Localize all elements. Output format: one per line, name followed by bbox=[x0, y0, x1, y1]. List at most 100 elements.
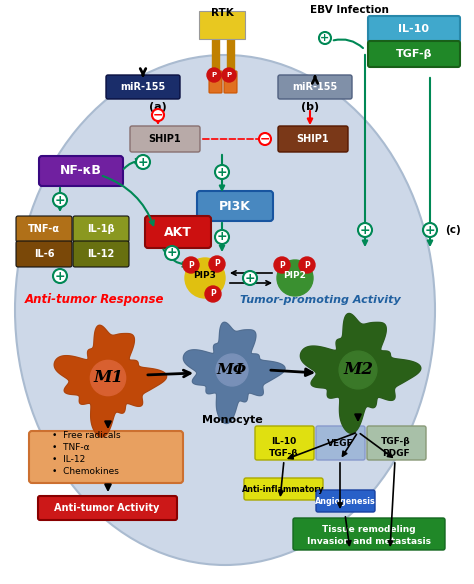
Text: •  Free radicals: • Free radicals bbox=[52, 432, 120, 440]
Polygon shape bbox=[54, 325, 167, 437]
Text: Invasion and metastasis: Invasion and metastasis bbox=[307, 537, 431, 547]
FancyBboxPatch shape bbox=[278, 75, 352, 99]
Text: Anti-inflammatory: Anti-inflammatory bbox=[242, 485, 324, 493]
Text: IL-10: IL-10 bbox=[272, 437, 297, 447]
Text: +: + bbox=[167, 246, 177, 259]
FancyBboxPatch shape bbox=[16, 241, 72, 267]
Text: P: P bbox=[214, 259, 220, 269]
Text: (b): (b) bbox=[301, 102, 319, 112]
Text: miR-155: miR-155 bbox=[120, 82, 165, 92]
FancyArrowPatch shape bbox=[428, 78, 432, 245]
FancyBboxPatch shape bbox=[278, 126, 348, 152]
FancyBboxPatch shape bbox=[38, 496, 177, 520]
Circle shape bbox=[165, 246, 179, 260]
FancyBboxPatch shape bbox=[73, 241, 129, 267]
Circle shape bbox=[259, 133, 271, 145]
Circle shape bbox=[216, 354, 248, 386]
Circle shape bbox=[277, 260, 313, 296]
Text: IL-6: IL-6 bbox=[34, 249, 54, 259]
Circle shape bbox=[358, 223, 372, 237]
FancyBboxPatch shape bbox=[130, 126, 200, 152]
Text: Anti-tumor Response: Anti-tumor Response bbox=[25, 294, 165, 307]
Text: P: P bbox=[227, 72, 232, 78]
Text: +: + bbox=[425, 224, 435, 237]
Text: (c): (c) bbox=[445, 225, 461, 235]
Circle shape bbox=[136, 155, 150, 169]
Text: P: P bbox=[304, 260, 310, 269]
Text: TGF-β: TGF-β bbox=[396, 49, 432, 59]
Circle shape bbox=[243, 271, 257, 285]
Text: TGF-β: TGF-β bbox=[269, 449, 299, 457]
FancyBboxPatch shape bbox=[244, 478, 323, 500]
Circle shape bbox=[215, 165, 229, 179]
Text: +: + bbox=[320, 33, 329, 43]
Text: NF-κB: NF-κB bbox=[60, 165, 102, 178]
Text: +: + bbox=[55, 193, 65, 207]
Text: +: + bbox=[217, 231, 228, 244]
Text: M2: M2 bbox=[343, 361, 373, 378]
Text: TGF-β: TGF-β bbox=[381, 437, 411, 447]
FancyBboxPatch shape bbox=[293, 518, 445, 550]
Circle shape bbox=[185, 258, 225, 298]
Circle shape bbox=[215, 230, 229, 244]
Text: (a): (a) bbox=[149, 102, 167, 112]
Polygon shape bbox=[301, 314, 421, 433]
Text: MΦ: MΦ bbox=[217, 363, 247, 377]
FancyBboxPatch shape bbox=[209, 71, 222, 93]
FancyBboxPatch shape bbox=[197, 191, 273, 221]
FancyBboxPatch shape bbox=[29, 431, 183, 483]
FancyBboxPatch shape bbox=[106, 75, 180, 99]
FancyBboxPatch shape bbox=[255, 426, 314, 460]
Circle shape bbox=[423, 223, 437, 237]
Text: IL-10: IL-10 bbox=[399, 24, 429, 34]
Text: Angiogenesis: Angiogenesis bbox=[315, 496, 375, 506]
Text: +: + bbox=[55, 269, 65, 283]
Ellipse shape bbox=[15, 55, 435, 565]
Text: SHIP1: SHIP1 bbox=[149, 134, 182, 144]
Text: +: + bbox=[217, 165, 228, 179]
Text: −: − bbox=[153, 109, 163, 121]
Text: AKT: AKT bbox=[164, 225, 192, 238]
Circle shape bbox=[274, 257, 290, 273]
Circle shape bbox=[183, 257, 199, 273]
Circle shape bbox=[319, 32, 331, 44]
Text: +: + bbox=[360, 224, 370, 237]
FancyBboxPatch shape bbox=[368, 16, 460, 42]
Text: IL-12: IL-12 bbox=[87, 249, 115, 259]
Text: VEGF: VEGF bbox=[327, 439, 353, 447]
Text: PIP3: PIP3 bbox=[193, 272, 217, 280]
Text: PDGF: PDGF bbox=[382, 449, 410, 457]
Text: TNF-α: TNF-α bbox=[28, 224, 60, 234]
Text: Anti-tumor Activity: Anti-tumor Activity bbox=[55, 503, 160, 513]
Text: SHIP1: SHIP1 bbox=[297, 134, 329, 144]
Text: PIP2: PIP2 bbox=[283, 272, 306, 280]
FancyBboxPatch shape bbox=[224, 71, 237, 93]
Polygon shape bbox=[183, 322, 285, 423]
Circle shape bbox=[91, 360, 126, 395]
Text: P: P bbox=[210, 290, 216, 298]
Text: Tumor-promoting Activity: Tumor-promoting Activity bbox=[240, 295, 401, 305]
FancyBboxPatch shape bbox=[39, 156, 123, 186]
FancyBboxPatch shape bbox=[316, 426, 365, 460]
Text: P: P bbox=[211, 72, 217, 78]
Text: +: + bbox=[137, 155, 148, 169]
FancyBboxPatch shape bbox=[199, 11, 245, 39]
Circle shape bbox=[205, 286, 221, 302]
FancyBboxPatch shape bbox=[367, 426, 426, 460]
Text: IL-1β: IL-1β bbox=[87, 224, 115, 234]
Text: •  Chemokines: • Chemokines bbox=[52, 468, 119, 477]
Text: +: + bbox=[245, 272, 255, 284]
Text: P: P bbox=[188, 260, 194, 269]
FancyBboxPatch shape bbox=[368, 41, 460, 67]
Circle shape bbox=[299, 257, 315, 273]
FancyArrowPatch shape bbox=[363, 55, 367, 245]
Circle shape bbox=[339, 351, 377, 389]
Circle shape bbox=[53, 193, 67, 207]
Text: •  IL-12: • IL-12 bbox=[52, 456, 85, 464]
Text: PI3K: PI3K bbox=[219, 200, 251, 213]
FancyBboxPatch shape bbox=[316, 490, 375, 512]
Text: Tissue remodeling: Tissue remodeling bbox=[322, 526, 416, 534]
Text: M1: M1 bbox=[93, 370, 123, 387]
FancyBboxPatch shape bbox=[16, 216, 72, 242]
Circle shape bbox=[209, 256, 225, 272]
